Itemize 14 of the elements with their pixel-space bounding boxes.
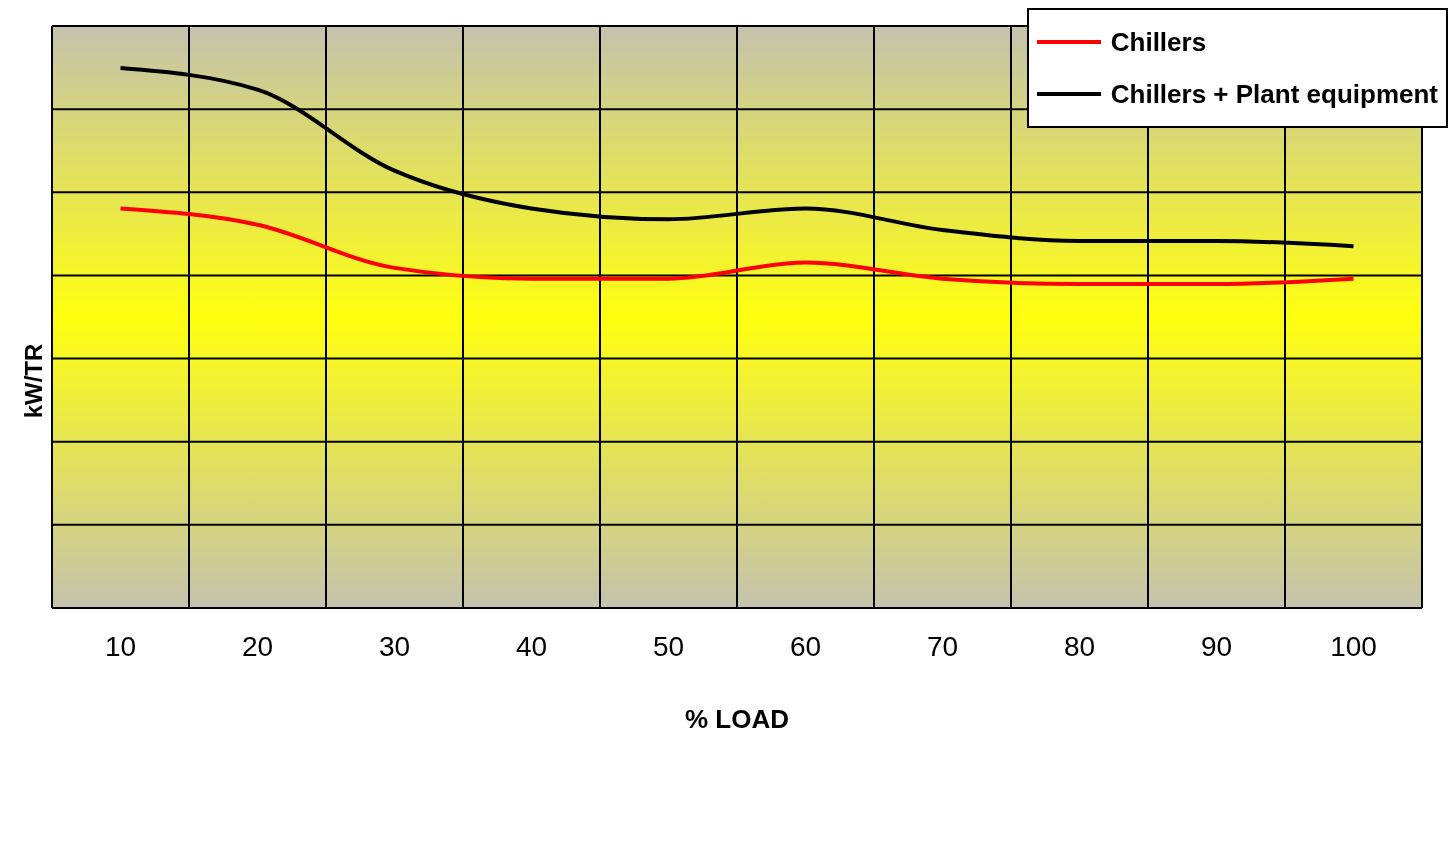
- y-axis-title: kW/TR: [20, 343, 48, 419]
- x-tick-label: 70: [926, 630, 959, 662]
- x-tick-label: 60: [789, 630, 822, 662]
- x-tick-label: 100: [1330, 630, 1377, 662]
- legend-label: Chillers: [1110, 26, 1207, 58]
- x-tick-label: 10: [104, 630, 137, 662]
- legend-label: Chillers + Plant equipment: [1110, 78, 1438, 110]
- x-tick-label: 40: [515, 630, 548, 662]
- x-tick-label: 20: [241, 630, 274, 662]
- x-tick-label: 80: [1063, 630, 1096, 662]
- x-tick-label: 50: [652, 630, 685, 662]
- x-tick-label: 30: [378, 630, 411, 662]
- x-tick-label: 90: [1200, 630, 1233, 662]
- x-axis-title: % LOAD: [685, 704, 789, 734]
